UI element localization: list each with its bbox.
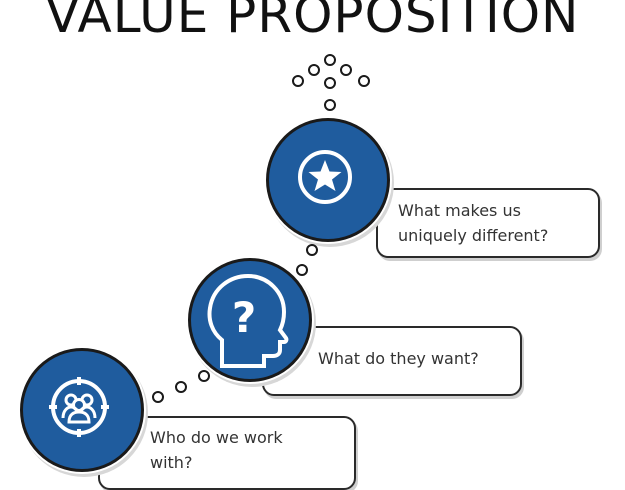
trail-dot [324,77,336,89]
group-target-icon [49,377,109,437]
step-label-differentiation: What makes us uniquely different? [398,198,548,248]
step-label-audience: Who do we work with? [150,425,283,475]
step-label-line: What makes us [398,201,521,220]
svg-text:?: ? [232,293,256,342]
step-label-wants: What do they want? [318,346,479,371]
trail-dot [340,64,352,76]
trail-dot [324,54,336,66]
trail-dot [306,244,318,256]
step-label-line: uniquely different? [398,226,549,245]
trail-dot [292,75,304,87]
step-label-line: What do they want? [318,349,479,368]
star-icon [298,150,352,204]
trail-dot [152,391,164,403]
step-box-wants [262,326,522,396]
step-box-differentiation [376,188,600,258]
trail-dot [175,381,187,393]
trail-dot [358,75,370,87]
trail-dot [296,264,308,276]
question-head-icon: ? [207,273,289,368]
trail-dot [198,370,210,382]
step-label-line: Who do we work [150,428,283,447]
page-title: VALUE PROPOSITION [45,0,580,44]
step-label-line: with? [150,453,193,472]
trail-dot [308,64,320,76]
trail-dot [324,99,336,111]
